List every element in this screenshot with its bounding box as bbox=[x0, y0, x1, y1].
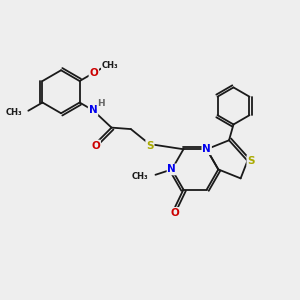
Text: N: N bbox=[167, 164, 176, 174]
Text: H: H bbox=[98, 99, 105, 108]
Text: CH₃: CH₃ bbox=[131, 172, 148, 181]
Text: S: S bbox=[247, 156, 255, 166]
Text: O: O bbox=[89, 68, 98, 78]
Text: S: S bbox=[146, 140, 154, 151]
Text: O: O bbox=[171, 208, 179, 218]
Text: O: O bbox=[92, 140, 100, 151]
Text: N: N bbox=[89, 105, 98, 115]
Text: N: N bbox=[202, 144, 211, 154]
Text: CH₃: CH₃ bbox=[5, 108, 22, 117]
Text: CH₃: CH₃ bbox=[102, 61, 118, 70]
